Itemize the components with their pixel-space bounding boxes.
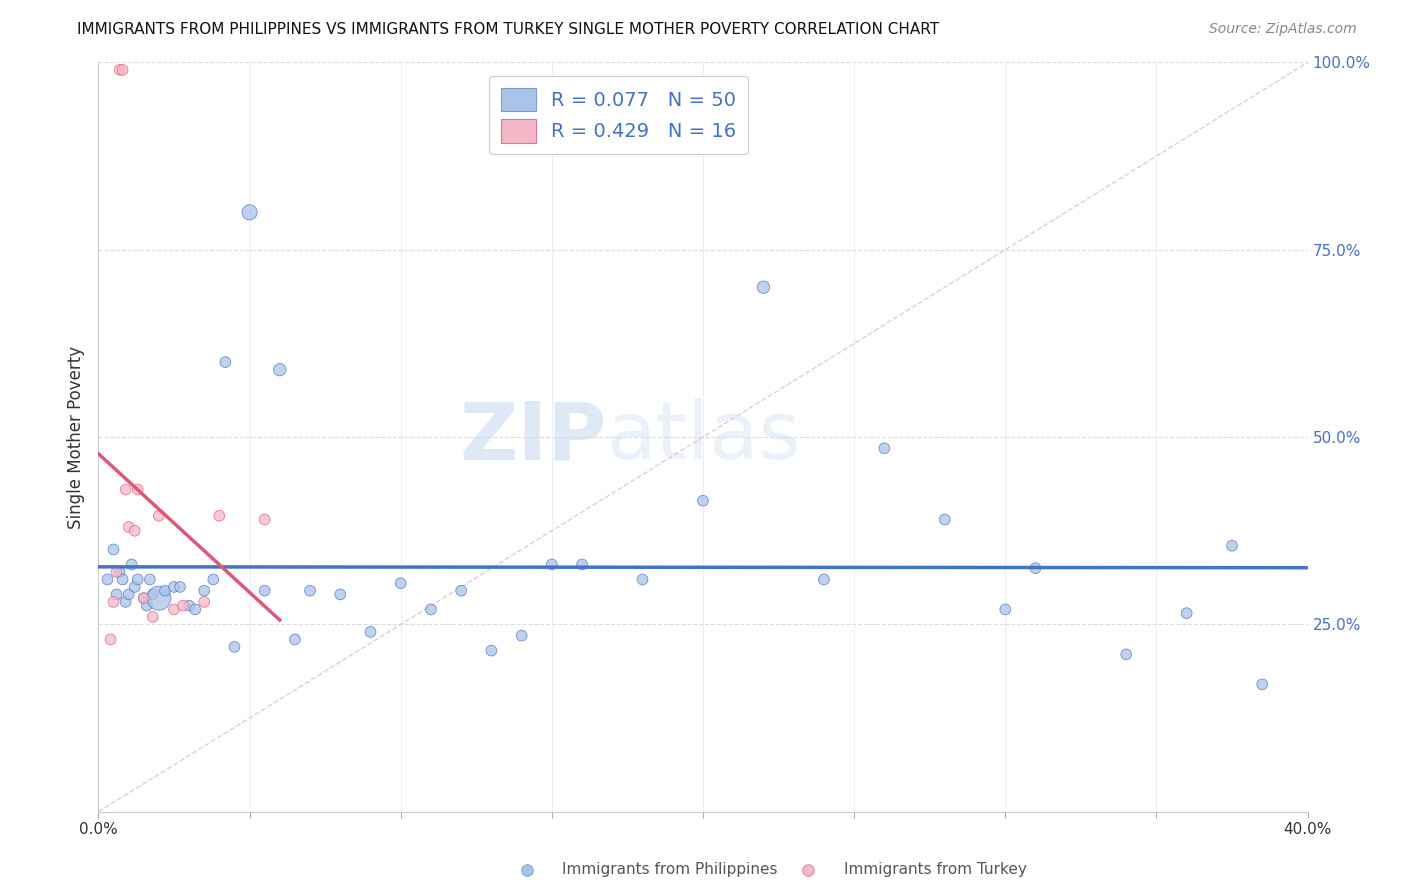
- Point: [103, 542, 125, 557]
- Point: [148, 508, 170, 523]
- Point: [214, 355, 236, 369]
- Point: [1220, 539, 1243, 553]
- Point: [193, 595, 215, 609]
- Point: [752, 280, 775, 294]
- Point: [389, 576, 412, 591]
- Point: [284, 632, 307, 647]
- Point: [172, 599, 194, 613]
- Point: [360, 624, 382, 639]
- Point: [179, 599, 201, 613]
- Point: [1175, 606, 1198, 620]
- Point: [132, 591, 155, 606]
- Point: [253, 512, 276, 526]
- Point: [269, 362, 291, 376]
- Point: [994, 602, 1017, 616]
- Point: [692, 493, 714, 508]
- Point: [139, 573, 162, 587]
- Point: [208, 508, 231, 523]
- Point: [193, 583, 215, 598]
- Point: [127, 483, 149, 497]
- Point: [100, 632, 122, 647]
- Point: [163, 580, 186, 594]
- Point: [873, 442, 896, 456]
- Point: [299, 583, 322, 598]
- Point: [571, 558, 593, 572]
- Point: [253, 583, 276, 598]
- Point: [118, 520, 141, 534]
- Point: [121, 558, 143, 572]
- Point: [169, 580, 191, 594]
- Text: IMMIGRANTS FROM PHILIPPINES VS IMMIGRANTS FROM TURKEY SINGLE MOTHER POVERTY CORR: IMMIGRANTS FROM PHILIPPINES VS IMMIGRANT…: [77, 22, 939, 37]
- Point: [631, 573, 654, 587]
- Point: [224, 640, 246, 654]
- Point: [184, 602, 207, 616]
- Y-axis label: Single Mother Poverty: Single Mother Poverty: [66, 345, 84, 529]
- Point: [124, 524, 146, 538]
- Point: [105, 587, 128, 601]
- Point: [420, 602, 443, 616]
- Text: Immigrants from Philippines: Immigrants from Philippines: [562, 863, 778, 877]
- Point: [105, 565, 128, 579]
- Point: [108, 565, 131, 579]
- Point: [797, 863, 820, 877]
- Point: [510, 629, 533, 643]
- Point: [108, 62, 131, 77]
- Text: Source: ZipAtlas.com: Source: ZipAtlas.com: [1209, 22, 1357, 37]
- Point: [132, 591, 155, 606]
- Point: [135, 599, 157, 613]
- Point: [114, 595, 136, 609]
- Point: [142, 610, 165, 624]
- Point: [96, 573, 118, 587]
- Text: Immigrants from Turkey: Immigrants from Turkey: [844, 863, 1026, 877]
- Point: [163, 602, 186, 616]
- Point: [516, 863, 538, 877]
- Text: ZIP: ZIP: [458, 398, 606, 476]
- Point: [148, 591, 170, 606]
- Point: [114, 483, 136, 497]
- Legend: R = 0.077   N = 50, R = 0.429   N = 16: R = 0.077 N = 50, R = 0.429 N = 16: [489, 76, 748, 154]
- Point: [329, 587, 352, 601]
- Point: [1115, 648, 1137, 662]
- Point: [118, 587, 141, 601]
- Point: [111, 62, 134, 77]
- Point: [239, 205, 262, 219]
- Point: [124, 580, 146, 594]
- Point: [202, 573, 225, 587]
- Point: [540, 558, 562, 572]
- Point: [450, 583, 472, 598]
- Point: [111, 573, 134, 587]
- Point: [1024, 561, 1046, 575]
- Point: [142, 587, 165, 601]
- Point: [481, 643, 503, 657]
- Point: [934, 512, 956, 526]
- Point: [1251, 677, 1274, 691]
- Point: [813, 573, 835, 587]
- Point: [127, 573, 149, 587]
- Text: atlas: atlas: [606, 398, 800, 476]
- Point: [153, 583, 176, 598]
- Point: [103, 595, 125, 609]
